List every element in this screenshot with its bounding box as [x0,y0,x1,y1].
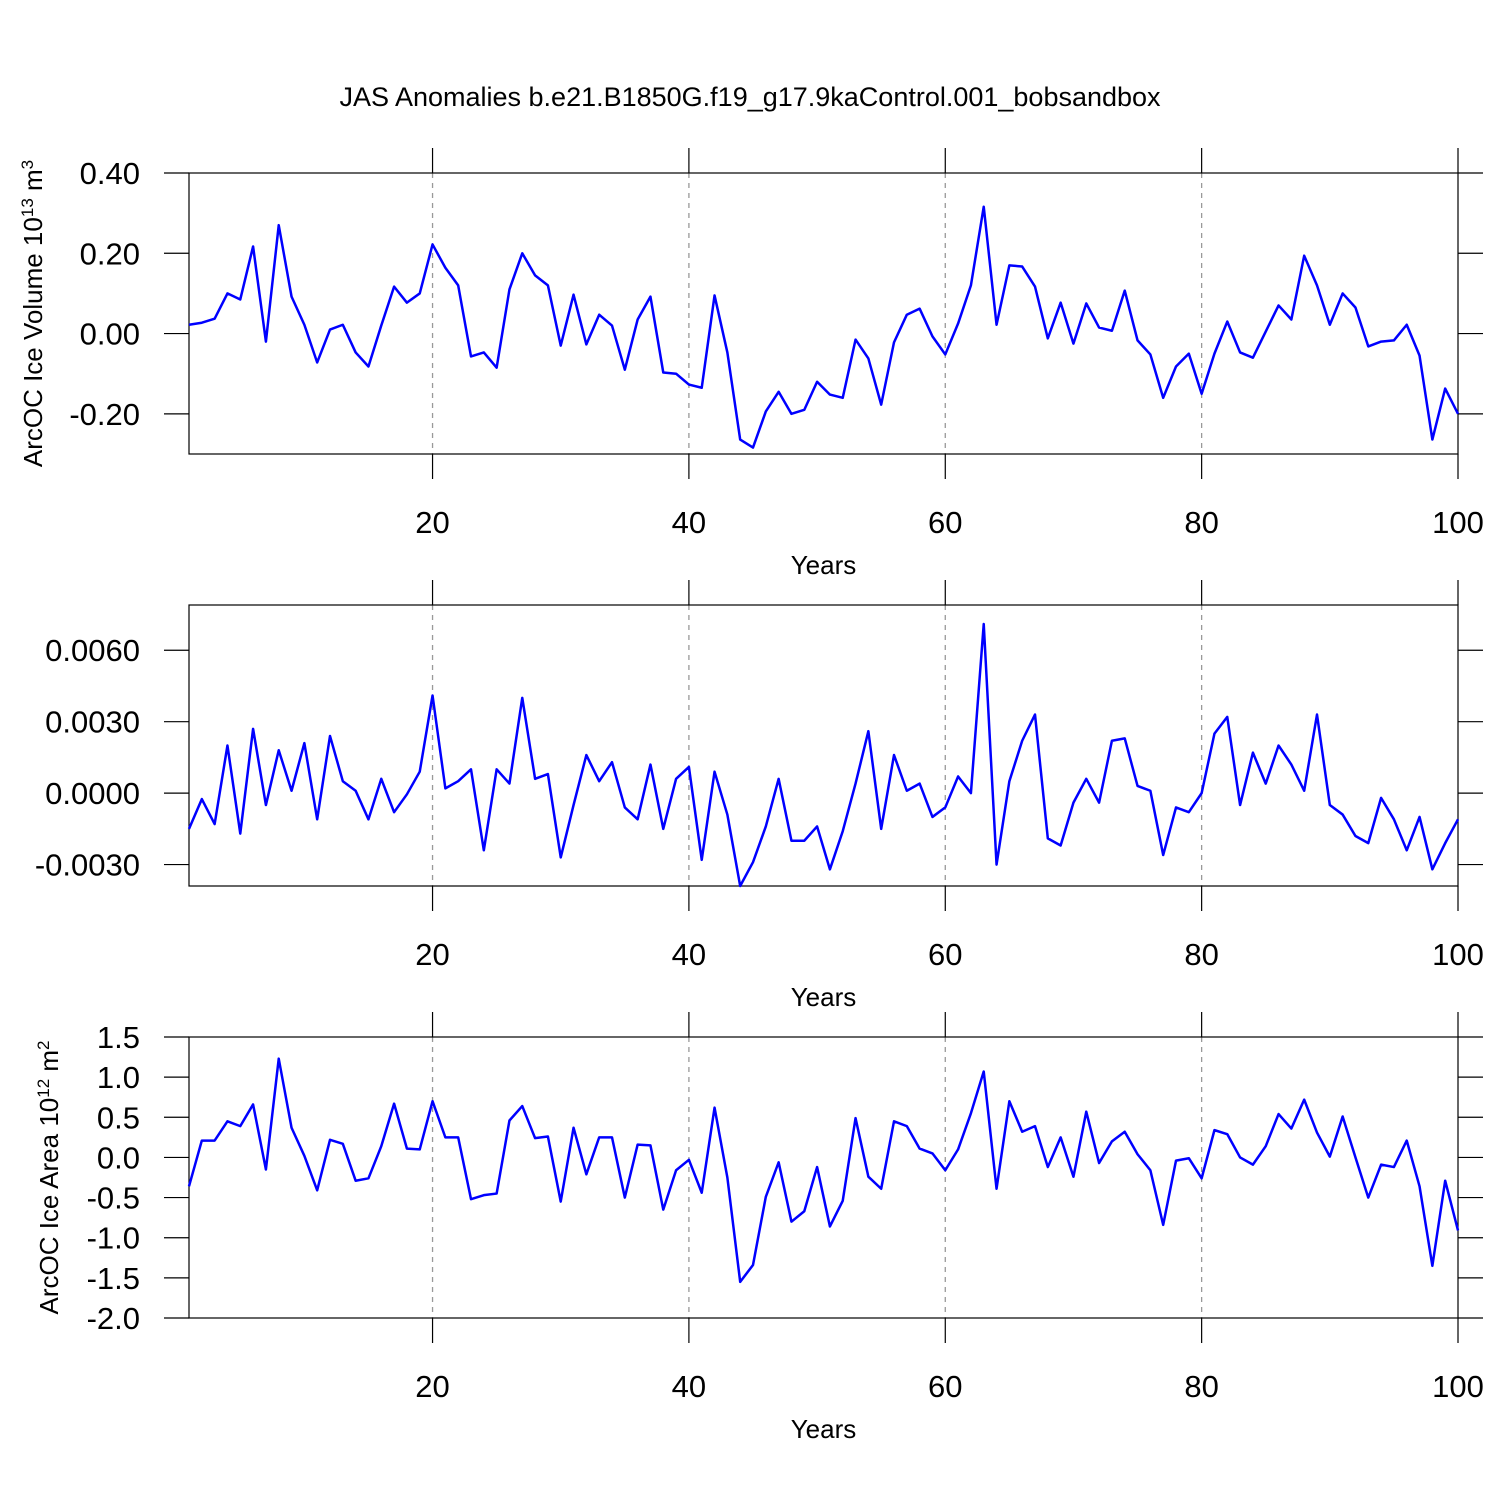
plot-frame [188,172,1459,455]
x-tick-label: 20 [415,505,449,540]
x-tick-label: 80 [1184,505,1218,540]
data-line [188,205,1460,449]
y-axis-label-part: ArcOC Ice Area 10 [34,1098,64,1315]
y-axis-label: ArcOC Ice Area 1012 m2 [34,1040,65,1314]
y-tick-label: 0.0 [97,1140,140,1175]
y-axis-label-superscript: 2 [34,1040,53,1049]
y-tick-label: 0.00 [80,317,140,352]
x-tick-label: 40 [672,1369,706,1404]
y-tick-label: -1.0 [87,1221,140,1256]
x-tick-label: 100 [1432,937,1484,972]
y-tick-label: 1.5 [97,1020,140,1055]
y-tick-label: -0.20 [69,397,140,432]
y-tick-label: 0.20 [80,236,140,271]
y-axis-label-superscript: 3 [18,160,37,169]
y-axis-label: ArcOC Ice Volume 1013 m3 [18,160,49,467]
y-tick-label: -0.5 [87,1181,140,1216]
y-tick-label: 0.0060 [45,633,140,668]
y-axis-label-part: m [0,586,3,615]
y-tick-label: 0.40 [80,156,140,191]
y-tick-label: 1.0 [97,1060,140,1095]
x-axis-label: Years [791,982,857,1012]
plot-frame [188,1036,1459,1319]
x-axis-label: Years [791,550,857,580]
x-tick-label: 100 [1432,1369,1484,1404]
y-axis-label-part: ArcOC Snow Volume 10 [0,634,3,914]
y-axis-label-superscript: 12 [34,1079,53,1098]
x-tick-label: 60 [928,505,962,540]
y-axis-label-part: m [18,169,48,198]
x-tick-label: 40 [672,937,706,972]
x-tick-label: 60 [928,1369,962,1404]
y-tick-label: -1.5 [87,1261,140,1296]
y-tick-label: -0.0030 [35,848,140,883]
x-tick-label: 20 [415,1369,449,1404]
y-axis-label-superscript: 13 [18,198,37,217]
y-tick-label: 0.0030 [45,705,140,740]
y-tick-label: 0.0000 [45,776,140,811]
x-tick-label: 20 [415,937,449,972]
x-tick-label: 80 [1184,937,1218,972]
x-tick-label: 60 [928,937,962,972]
chart-title: JAS Anomalies b.e21.B1850G.f19_g17.9kaCo… [339,82,1161,112]
x-tick-label: 100 [1432,505,1484,540]
y-axis-label-part: ArcOC Ice Volume 10 [18,217,48,467]
y-axis-label-part: m [34,1050,64,1079]
data-line [187,622,1460,888]
plot-frame [188,604,1459,887]
x-axis-label: Years [791,1414,857,1444]
y-axis-label: ArcOC Snow Volume 1013 m3 [0,577,3,915]
y-tick-label: -2.0 [87,1301,140,1336]
x-tick-label: 80 [1184,1369,1218,1404]
y-tick-label: 0.5 [97,1100,140,1135]
x-tick-label: 40 [672,505,706,540]
data-line [187,1057,1460,1284]
